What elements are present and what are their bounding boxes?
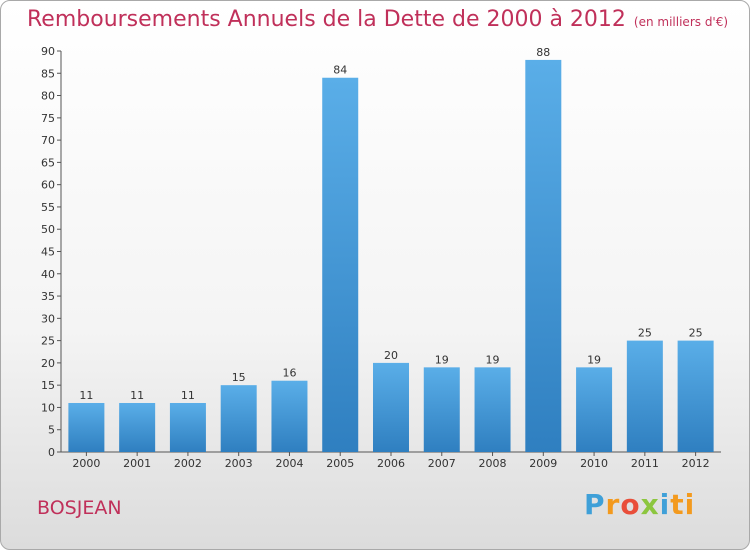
bar [677, 340, 714, 452]
bar-value-label: 19 [587, 353, 601, 366]
bar-value-label: 84 [333, 64, 347, 77]
y-tick-label: 0 [48, 446, 55, 459]
bar [373, 362, 409, 452]
x-tick-label: 2004 [275, 457, 303, 470]
y-tick-label: 45 [41, 246, 55, 259]
x-tick-label: 2005 [326, 457, 354, 470]
bar-value-label: 19 [435, 353, 449, 366]
bar [119, 402, 156, 452]
y-tick-label: 75 [41, 112, 55, 125]
logo-letter: o [620, 488, 641, 521]
y-tick-label: 15 [41, 379, 55, 392]
bar-value-label: 11 [130, 389, 144, 402]
bar-value-label: 20 [384, 349, 398, 362]
y-tick-label: 20 [41, 357, 55, 370]
x-tick-label: 2012 [682, 457, 710, 470]
y-tick-label: 90 [41, 45, 55, 58]
bar [322, 77, 359, 452]
logo-letter: r [605, 488, 621, 521]
logo-letter: P [584, 488, 606, 521]
y-tick-label: 40 [41, 268, 55, 281]
bar [576, 367, 613, 452]
logo-letter: x [640, 488, 660, 521]
y-tick-label: 5 [48, 424, 55, 437]
chart-subtitle: (en milliers d'€) [633, 15, 729, 29]
bar [474, 367, 511, 452]
x-tick-label: 2010 [580, 457, 608, 470]
logo-letter: ti [670, 488, 696, 521]
bar-value-label: 11 [79, 389, 93, 402]
bar [220, 385, 257, 452]
x-tick-label: 2001 [123, 457, 151, 470]
y-tick-label: 60 [41, 179, 55, 192]
bar-value-label: 11 [181, 389, 195, 402]
bar-value-label: 25 [638, 327, 652, 340]
logo-letter: i [659, 488, 671, 521]
bar [626, 340, 663, 452]
y-tick-label: 80 [41, 90, 55, 103]
bar-value-label: 88 [536, 46, 550, 59]
chart-title: Remboursements Annuels de la Dette de 20… [27, 7, 728, 32]
y-tick-label: 85 [41, 67, 55, 80]
chart-title-text: Remboursements Annuels de la Dette de 20… [27, 7, 626, 32]
bar [271, 380, 308, 452]
x-tick-label: 2002 [174, 457, 202, 470]
x-tick-label: 2008 [479, 457, 507, 470]
x-tick-label: 2003 [225, 457, 253, 470]
y-tick-label: 10 [41, 401, 55, 414]
y-tick-label: 70 [41, 134, 55, 147]
x-tick-label: 2000 [72, 457, 100, 470]
x-tick-label: 2006 [377, 457, 405, 470]
bar-value-label: 19 [486, 353, 500, 366]
x-tick-label: 2011 [631, 457, 659, 470]
x-tick-label: 2007 [428, 457, 456, 470]
y-tick-label: 50 [41, 223, 55, 236]
bar-value-label: 15 [232, 371, 246, 384]
y-tick-label: 25 [41, 335, 55, 348]
y-tick-label: 30 [41, 312, 55, 325]
proxiti-logo: Proxiti [584, 488, 695, 521]
y-tick-label: 55 [41, 201, 55, 214]
y-tick-label: 35 [41, 290, 55, 303]
x-tick-label: 2009 [529, 457, 557, 470]
y-tick-label: 65 [41, 156, 55, 169]
bar [525, 59, 562, 453]
bar [68, 402, 105, 452]
bar-value-label: 16 [282, 367, 296, 380]
bar-value-label: 25 [689, 327, 703, 340]
bar [169, 402, 206, 452]
commune-name: BOSJEAN [37, 497, 122, 519]
bar [423, 367, 460, 452]
